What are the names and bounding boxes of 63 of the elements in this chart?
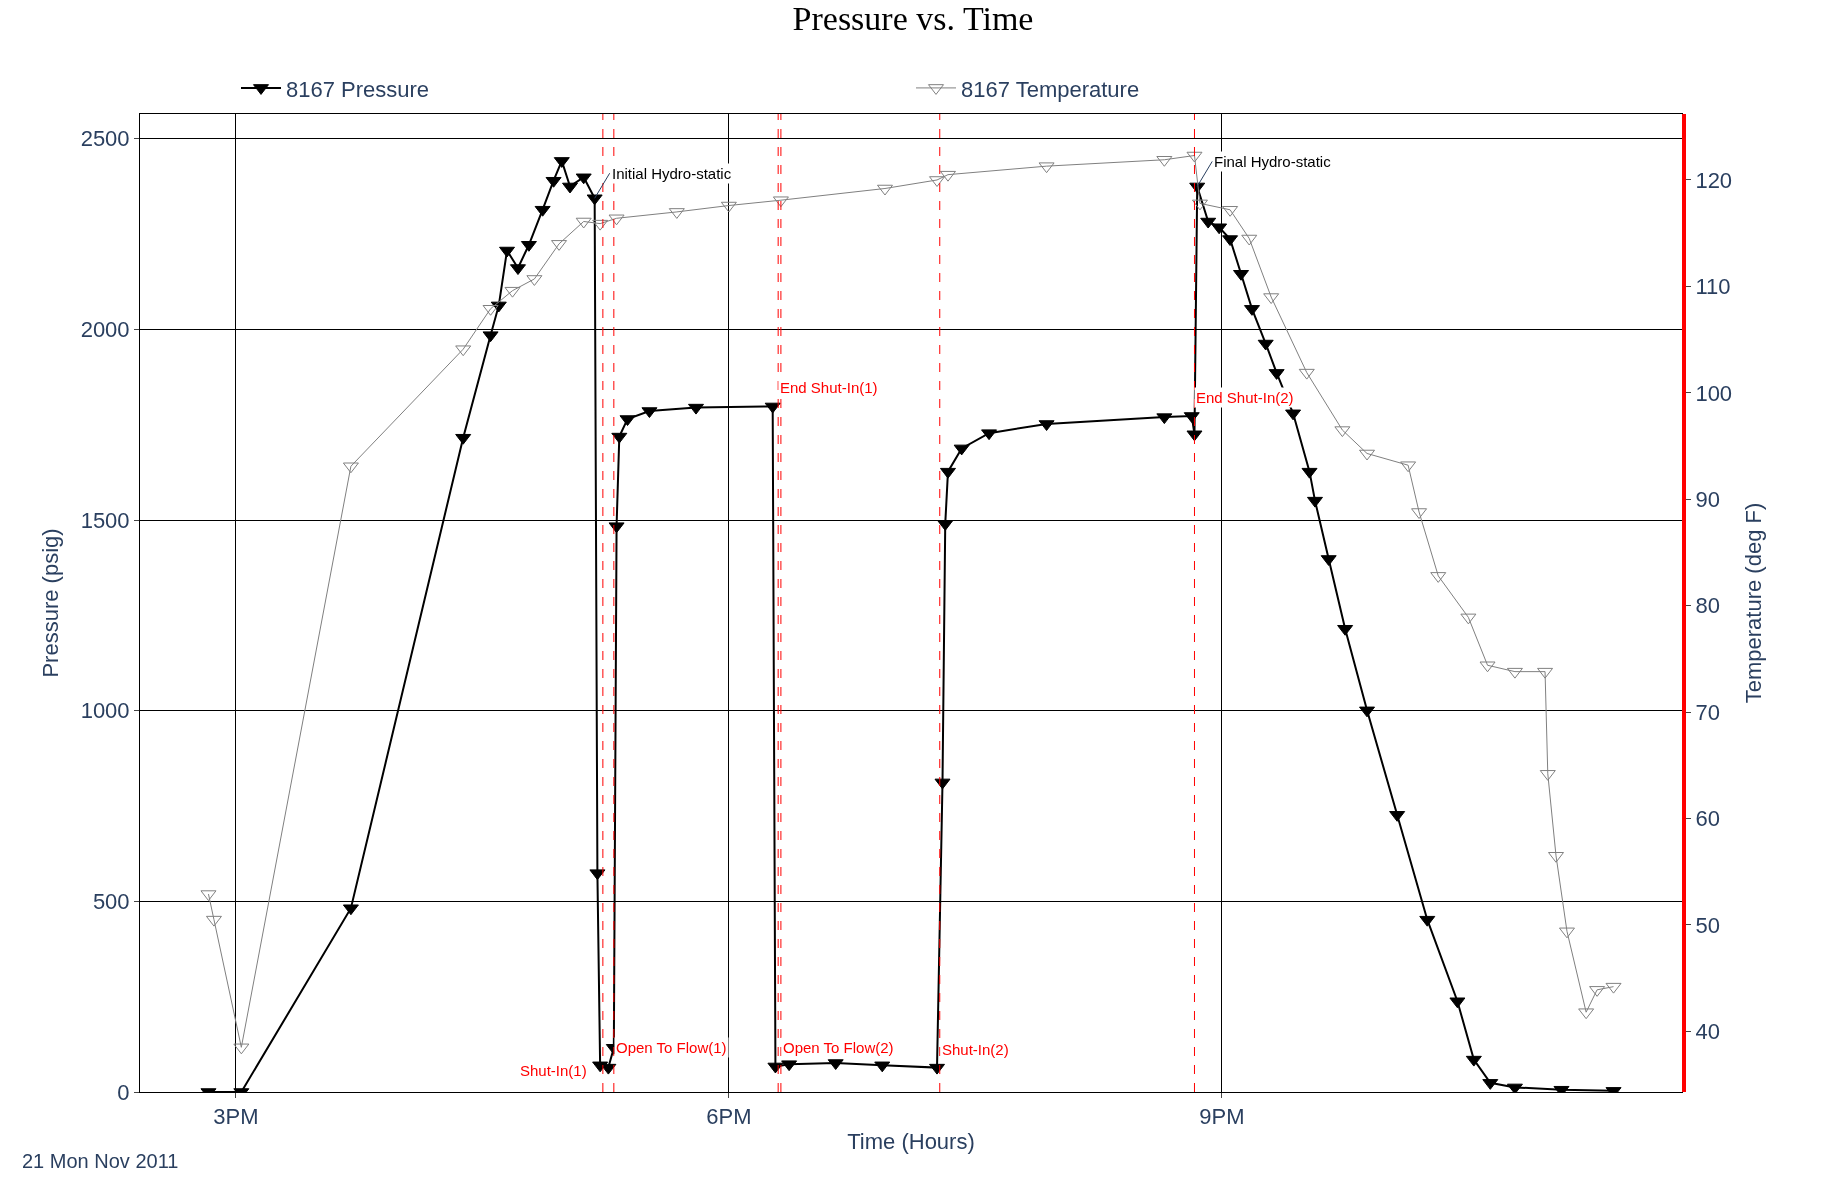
legend-label: 8167 Temperature bbox=[961, 76, 1140, 102]
annotation: End Shut-In(2) bbox=[1196, 389, 1294, 406]
y-tick-label: 1500 bbox=[80, 507, 130, 533]
point bbox=[1038, 162, 1055, 174]
y2-tick-label: 100 bbox=[1695, 380, 1733, 406]
y-tick-label: 2000 bbox=[80, 317, 130, 343]
annotation: Initial Hydro-static bbox=[612, 165, 732, 182]
point bbox=[1537, 667, 1554, 679]
point bbox=[1578, 1008, 1595, 1020]
y2-tick-label: 60 bbox=[1695, 806, 1720, 832]
y2-tick-label: 50 bbox=[1695, 912, 1720, 938]
y-tick-label: 1000 bbox=[80, 698, 130, 724]
x-tick-label: 6PM bbox=[706, 1104, 752, 1130]
annotation: End Shut-In(1) bbox=[780, 379, 878, 396]
point bbox=[342, 462, 359, 474]
point bbox=[1460, 613, 1477, 625]
point bbox=[1241, 234, 1258, 246]
point bbox=[1411, 508, 1428, 520]
point bbox=[1605, 982, 1622, 994]
point bbox=[205, 915, 222, 927]
y-axis-title: Pressure (psig) bbox=[38, 528, 64, 678]
y2-tick-label: 110 bbox=[1695, 274, 1731, 300]
y-tick-label: 500 bbox=[92, 889, 130, 915]
y-tick-label: 2500 bbox=[80, 126, 130, 152]
y-tick-label: 0 bbox=[117, 1079, 130, 1105]
point bbox=[1479, 661, 1496, 673]
point bbox=[1263, 293, 1280, 305]
point bbox=[1558, 927, 1575, 939]
point bbox=[200, 890, 217, 902]
annotation: Open To Flow(2) bbox=[783, 1039, 894, 1056]
x-tick-label: 9PM bbox=[1199, 1104, 1245, 1130]
x-tick-label: 3PM bbox=[213, 1104, 259, 1130]
annotation: Shut-In(2) bbox=[942, 1041, 1009, 1058]
annotation: Final Hydro-static bbox=[1214, 153, 1332, 170]
point bbox=[575, 217, 592, 229]
point bbox=[1298, 368, 1315, 380]
y2-tick-label: 90 bbox=[1695, 486, 1720, 512]
point bbox=[1506, 667, 1523, 679]
point bbox=[1186, 151, 1203, 163]
point bbox=[939, 170, 956, 182]
text: 21 Mon Nov 2011 bbox=[22, 1150, 179, 1172]
annotation: Open To Flow(1) bbox=[616, 1039, 727, 1056]
point bbox=[504, 286, 521, 298]
point bbox=[1359, 449, 1376, 461]
legend-label: 8167 Pressure bbox=[286, 76, 430, 102]
point bbox=[1334, 426, 1351, 438]
x-axis-title: Time (Hours) bbox=[847, 1129, 975, 1155]
y2-axis-title: Temperature (deg F) bbox=[1740, 502, 1766, 704]
y2-tick-label: 80 bbox=[1695, 593, 1720, 619]
point bbox=[876, 184, 893, 196]
point bbox=[772, 196, 789, 208]
y2-tick-label: 70 bbox=[1695, 699, 1720, 725]
point bbox=[1400, 461, 1417, 473]
point bbox=[1191, 199, 1208, 211]
chart-title: Pressure vs. Time bbox=[792, 0, 1034, 37]
annotation: Shut-In(1) bbox=[520, 1062, 587, 1079]
point bbox=[608, 214, 625, 226]
point bbox=[233, 1043, 250, 1055]
point bbox=[592, 219, 609, 231]
point bbox=[455, 345, 472, 357]
point bbox=[720, 201, 737, 213]
y2-tick-label: 40 bbox=[1695, 1019, 1720, 1045]
y2-tick-label: 120 bbox=[1695, 167, 1733, 193]
